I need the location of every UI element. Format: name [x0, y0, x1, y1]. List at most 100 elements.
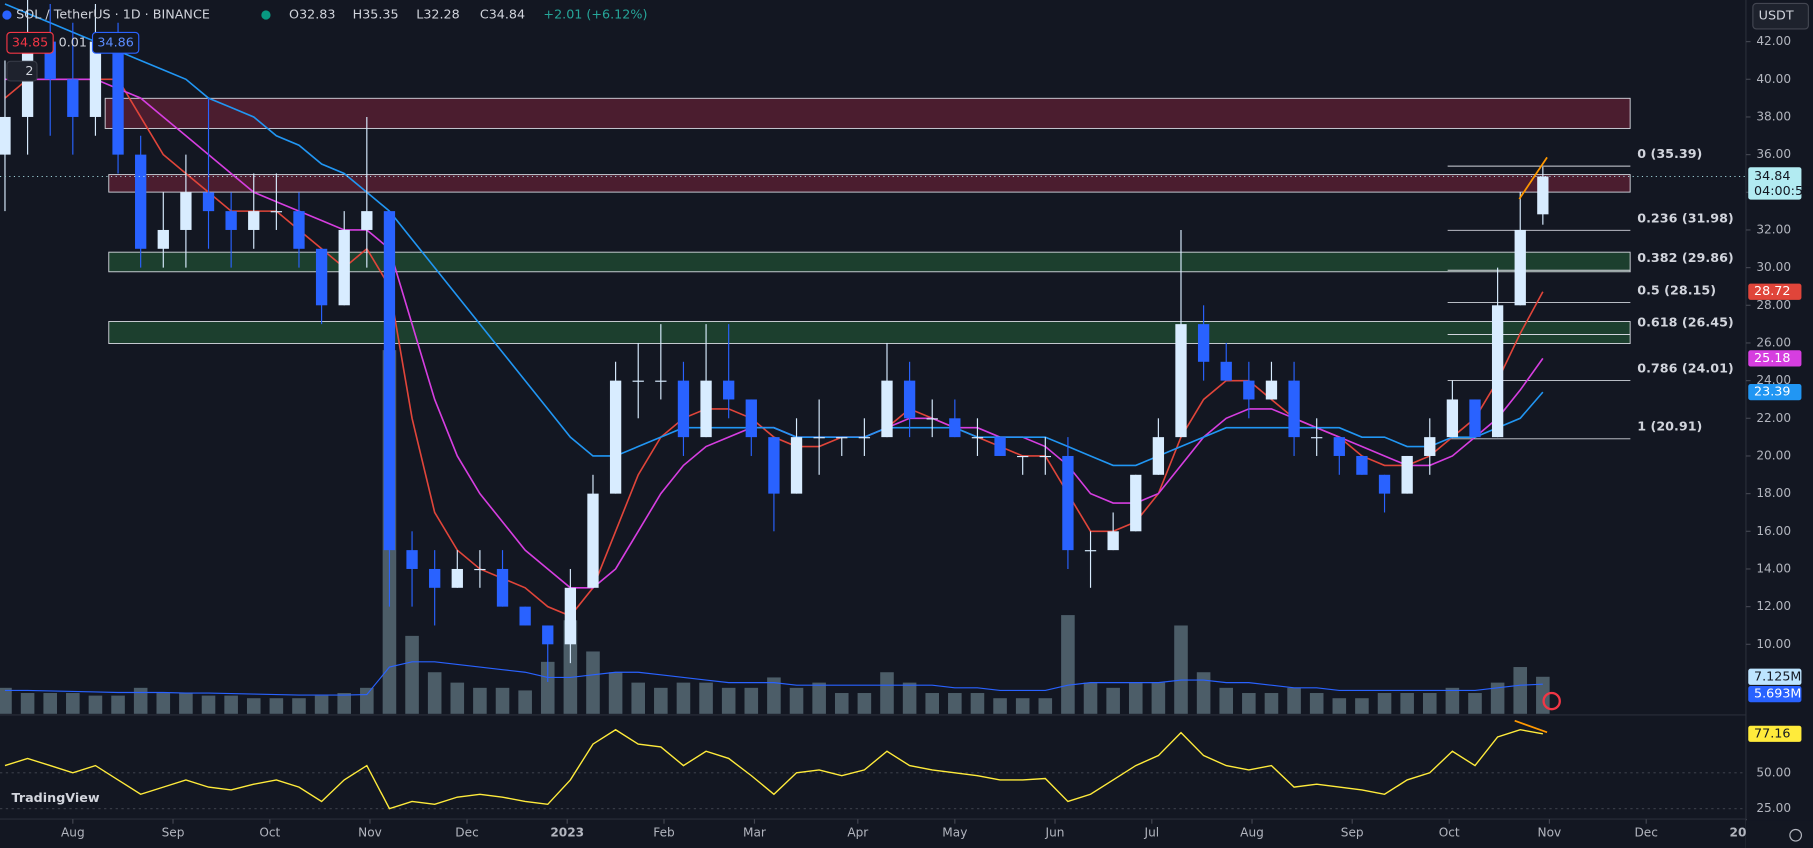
- candle-body: [248, 211, 260, 230]
- ma-value-box: [1748, 350, 1802, 367]
- volume-bar: [360, 687, 374, 714]
- volume-bar: [1309, 693, 1324, 714]
- y-tick-label: 22.00: [1756, 411, 1791, 425]
- volume-bar: [1536, 676, 1550, 714]
- candle-body: [383, 211, 396, 551]
- candle-body: [1356, 455, 1368, 475]
- x-tick-label: Aug: [61, 825, 85, 839]
- high: H35.35: [353, 7, 399, 22]
- volume-bar: [1174, 625, 1188, 714]
- volume-bar: [179, 693, 193, 714]
- x-tick-label: Oct: [1439, 825, 1460, 839]
- bid-box[interactable]: [6, 31, 54, 54]
- x-tick-label: Feb: [653, 825, 675, 839]
- candle-body: [451, 568, 463, 588]
- event-icon[interactable]: [1542, 691, 1561, 711]
- y-tick-label: 24.00: [1756, 373, 1791, 387]
- settings-button[interactable]: [1789, 828, 1803, 842]
- volume-bar: [1490, 682, 1505, 714]
- volume-bar: [246, 698, 261, 714]
- candle-body: [1265, 380, 1278, 400]
- candle-body: [542, 625, 554, 645]
- candle-body: [609, 380, 622, 494]
- volume-bar: [1106, 687, 1120, 714]
- zone: [108, 251, 1631, 273]
- x-tick-label: Aug: [1240, 825, 1264, 839]
- volume-bar: [1513, 667, 1528, 714]
- candle-body: [677, 380, 690, 438]
- candle-body: [926, 418, 938, 420]
- candle-body: [406, 550, 418, 569]
- currency-button[interactable]: [1752, 2, 1809, 30]
- last-price-box: [1748, 167, 1802, 200]
- y-tick-label: 30.00: [1756, 260, 1791, 274]
- candle-body: [496, 568, 509, 607]
- fib-label: 0.382 (29.86): [1637, 250, 1733, 265]
- symbol: SOL / TetherUS · 1D · BINANCE: [16, 7, 210, 22]
- volume-ma: [4, 661, 1543, 696]
- candle-body: [790, 437, 803, 494]
- candle-body: [1197, 324, 1210, 362]
- volume-bar: [767, 677, 781, 714]
- volume-bar: [1445, 687, 1460, 714]
- x-tick-label: Nov: [1538, 825, 1562, 839]
- watermark: TradingView: [12, 790, 100, 805]
- ask-box[interactable]: [91, 31, 140, 54]
- volume-bar: [608, 672, 623, 714]
- x-tick-label: 2023: [550, 825, 584, 839]
- y-tick-label: 32.00: [1756, 222, 1791, 236]
- volume-bar: [1400, 693, 1414, 714]
- x-tick-label: Oct: [259, 825, 280, 839]
- candle-body: [949, 418, 961, 438]
- ma-value: 25.18: [1754, 350, 1790, 365]
- low: L32.28: [416, 7, 459, 22]
- volume-bar: [43, 693, 57, 714]
- price-axis: [1745, 0, 1813, 848]
- volume-bar: [1355, 698, 1369, 714]
- candle-body: [971, 437, 984, 439]
- volume-bar: [1219, 687, 1234, 714]
- fib-label: 0.5 (28.15): [1637, 282, 1716, 297]
- y-tick-label: 12.00: [1756, 599, 1791, 613]
- volume-bar: [1377, 693, 1392, 714]
- rsi-value: 77.16: [1754, 725, 1790, 740]
- indicators-count: 2: [25, 63, 33, 78]
- volume-bar: [857, 693, 872, 714]
- volume-bar: [948, 693, 962, 714]
- volume-bar: [224, 695, 238, 714]
- candle-body: [1084, 550, 1097, 552]
- candle-body: [157, 229, 169, 249]
- x-tick-label: Jun: [1045, 825, 1065, 839]
- volume-bar: [1151, 682, 1166, 714]
- moving-average: [4, 3, 1544, 467]
- volume-bar: [0, 687, 12, 714]
- candle-body: [112, 41, 124, 155]
- trend-line: [1518, 156, 1548, 200]
- candle-body: [338, 229, 350, 306]
- y-tick-label: 10.00: [1756, 637, 1791, 651]
- volume-bar: [586, 651, 600, 714]
- volume-bar: [337, 693, 351, 714]
- zone: [108, 321, 1631, 344]
- candle-body: [135, 154, 147, 249]
- volume-ma-value-box: [1748, 686, 1802, 703]
- last-price: 34.84: [1754, 168, 1790, 183]
- x-tick-label: Sep: [1341, 825, 1364, 839]
- volume-bar: [1242, 693, 1256, 714]
- candle-body: [768, 437, 780, 494]
- indicators-toggle[interactable]: [6, 60, 38, 82]
- ask: 34.86: [97, 34, 133, 49]
- candle-body: [1446, 399, 1459, 438]
- y-tick-label: 14.00: [1756, 561, 1791, 575]
- volume-bar: [812, 682, 826, 714]
- y-tick-label: 18.00: [1756, 486, 1791, 500]
- symbol-icon: [2, 10, 12, 20]
- volume-bar: [518, 690, 532, 714]
- volume-bar: [20, 693, 35, 714]
- bid: 34.85: [12, 34, 48, 49]
- volume-bar: [111, 695, 125, 714]
- rsi-tick-label: 25.00: [1756, 801, 1791, 815]
- candle-body: [745, 399, 757, 438]
- candle-body: [587, 493, 599, 588]
